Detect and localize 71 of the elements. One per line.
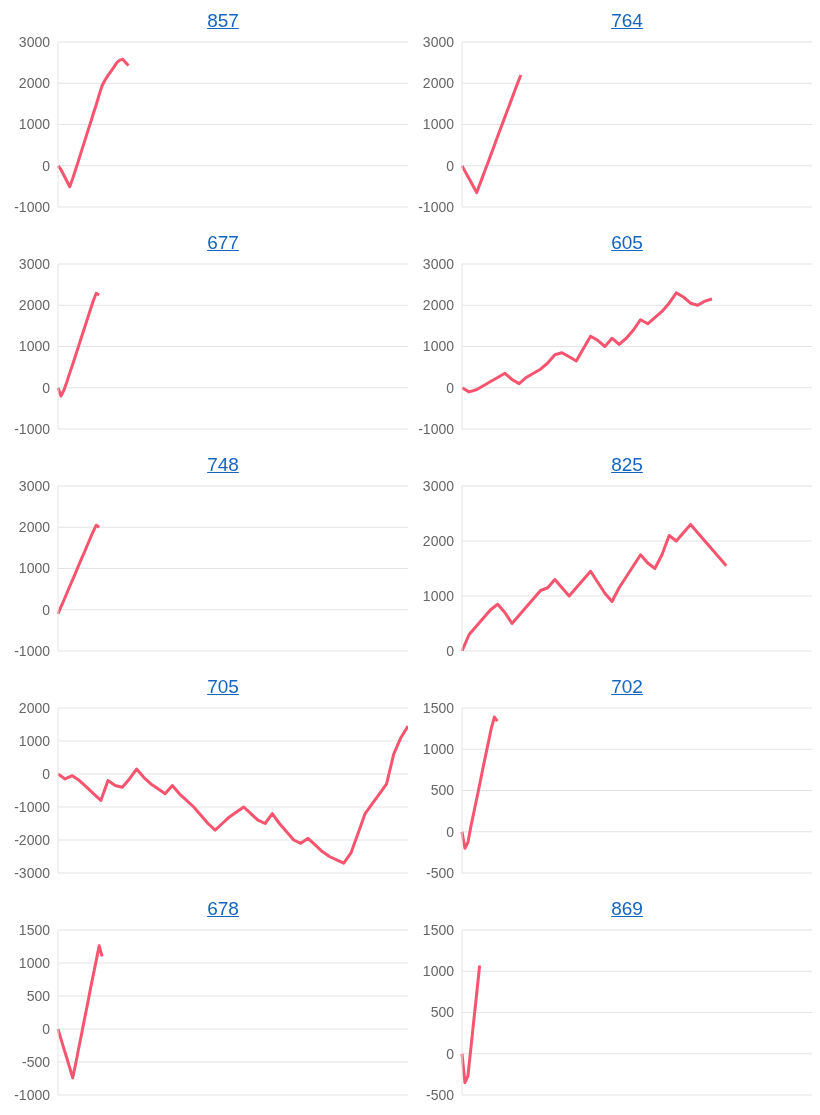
y-tick-label: 1500	[18, 921, 51, 938]
y-tick-label: -2000	[14, 831, 51, 848]
chart-title: 748	[206, 453, 240, 477]
y-tick-label: 500	[26, 987, 51, 1004]
y-tick-label: 0	[42, 765, 51, 782]
y-tick-label: 0	[446, 379, 455, 396]
chart-title: 678	[206, 897, 240, 921]
y-tick-label: 1000	[18, 954, 51, 971]
y-tick-label: -500	[21, 1053, 51, 1070]
y-tick-label: 1500	[422, 699, 455, 716]
line-series	[460, 291, 714, 394]
line-series	[460, 715, 499, 850]
y-tick-label: 1000	[422, 963, 455, 980]
y-tick-label: 0	[42, 157, 51, 174]
y-tick-label: -500	[425, 1086, 455, 1103]
y-tick-label: 3000	[422, 477, 455, 494]
y-tick-label: 3000	[18, 477, 51, 494]
chart-title: 764	[610, 9, 644, 33]
y-tick-label: 1000	[422, 741, 455, 758]
line-series	[56, 57, 131, 189]
y-tick-label: 0	[446, 642, 455, 659]
line-series	[56, 523, 101, 616]
line-series	[56, 291, 101, 398]
y-tick-label: 3000	[18, 255, 51, 272]
line-series	[460, 523, 728, 651]
y-tick-label: 2000	[18, 297, 51, 314]
y-tick-label: 1000	[422, 116, 455, 133]
y-tick-label: 1000	[422, 338, 455, 355]
y-tick-label: -1000	[418, 420, 455, 437]
chart-title: 677	[206, 231, 240, 255]
y-tick-label: 2000	[18, 519, 51, 536]
y-tick-label: 3000	[18, 33, 51, 50]
chart-title: 605	[610, 231, 644, 255]
y-tick-label: 0	[42, 379, 51, 396]
y-tick-label: -3000	[14, 864, 51, 881]
y-tick-label: 3000	[422, 255, 455, 272]
y-tick-label: 2000	[422, 297, 455, 314]
y-tick-label: -1000	[14, 1086, 51, 1103]
y-tick-label: 1000	[18, 732, 51, 749]
y-tick-label: 500	[430, 1004, 455, 1021]
line-series	[56, 724, 408, 865]
y-tick-label: 1000	[18, 338, 51, 355]
y-tick-label: 2000	[18, 75, 51, 92]
y-tick-label: 2000	[422, 532, 455, 549]
chart-title: 869	[610, 897, 644, 921]
chart-title: 857	[206, 9, 240, 33]
y-tick-label: 2000	[18, 699, 51, 716]
y-tick-label: 1000	[18, 116, 51, 133]
y-tick-label: -1000	[418, 198, 455, 215]
y-tick-label: -1000	[14, 642, 51, 659]
y-tick-label: 500	[430, 782, 455, 799]
chart-title: 825	[610, 453, 644, 477]
line-series	[56, 944, 104, 1080]
y-tick-label: 0	[446, 157, 455, 174]
y-tick-label: -1000	[14, 420, 51, 437]
y-tick-label: 1000	[18, 560, 51, 577]
y-tick-label: -1000	[14, 798, 51, 815]
chart-title: 702	[610, 675, 644, 699]
line-series	[460, 963, 482, 1085]
y-tick-label: 0	[42, 1020, 51, 1037]
line-series	[460, 73, 523, 195]
y-tick-label: 3000	[422, 33, 455, 50]
y-tick-label: 1000	[422, 587, 455, 604]
y-tick-label: 0	[446, 1045, 455, 1062]
y-tick-label: -1000	[14, 198, 51, 215]
y-tick-label: -500	[425, 864, 455, 881]
chart-title: 705	[206, 675, 240, 699]
y-tick-label: 0	[42, 601, 51, 618]
y-tick-label: 2000	[422, 75, 455, 92]
y-tick-label: 0	[446, 823, 455, 840]
y-tick-label: 1500	[422, 921, 455, 938]
